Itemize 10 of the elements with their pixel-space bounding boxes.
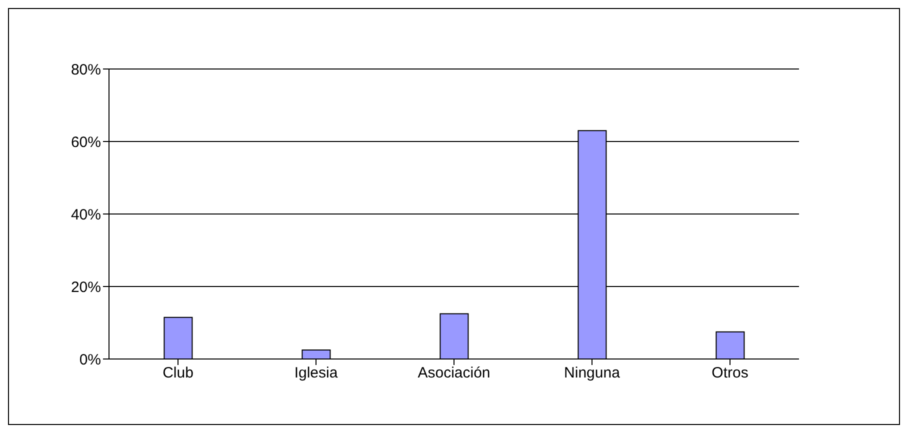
y-tick-label: 40% — [70, 206, 101, 224]
x-tick-label: Iglesia — [294, 364, 338, 382]
x-tick-label: Otros — [712, 364, 748, 382]
x-tick-label: Ninguna — [564, 364, 621, 382]
y-tick-label: 20% — [70, 278, 101, 296]
x-tick-label: Club — [162, 364, 194, 382]
y-tick-label: 80% — [70, 61, 101, 78]
y-tick-label: 0% — [79, 351, 101, 368]
x-tick-label: Asociación — [418, 364, 490, 382]
y-tick-label: 60% — [70, 134, 101, 151]
